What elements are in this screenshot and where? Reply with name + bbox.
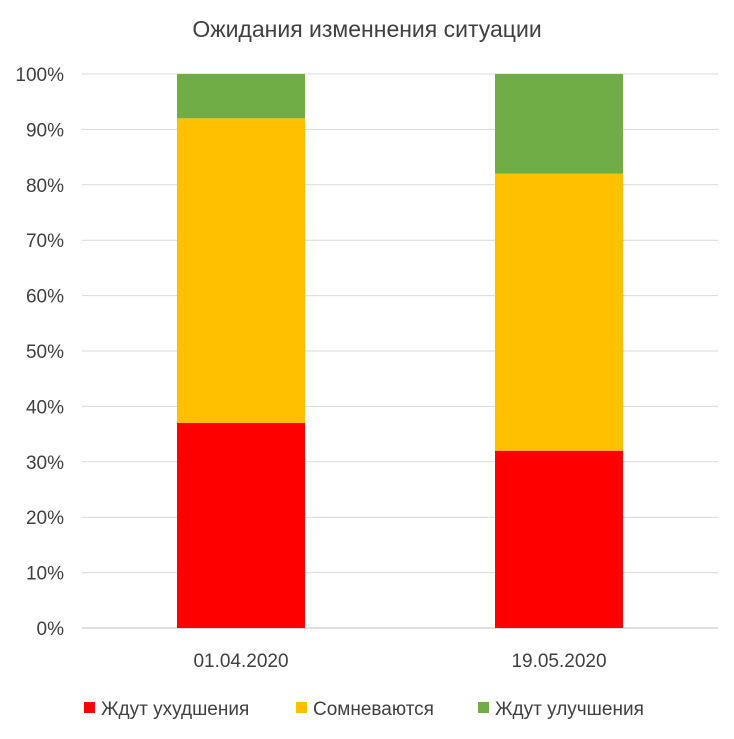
bars (177, 74, 623, 628)
x-tick-label: 19.05.2020 (511, 651, 606, 672)
y-tick-label: 20% (26, 508, 64, 529)
y-tick-label: 10% (26, 564, 64, 585)
bar-segment (177, 118, 305, 424)
legend-label: Сомневаются (313, 699, 434, 720)
y-tick-label: 40% (26, 397, 64, 418)
legend-swatch (478, 702, 489, 713)
legend-label: Ждут улучшения (495, 699, 644, 720)
legend: Ждут ухудшения Сомневаются Ждут улучшения (84, 699, 644, 720)
bar-segment (495, 74, 623, 174)
bar-segment (495, 450, 623, 628)
legend-label: Ждут ухудшения (101, 699, 249, 720)
bar-segment (177, 423, 305, 628)
y-tick-label: 100% (15, 65, 64, 86)
bar-segment (495, 173, 623, 451)
chart-title: Ожидания изменнения ситуации (192, 16, 541, 42)
legend-swatch (84, 702, 95, 713)
y-tick-label: 70% (26, 231, 64, 252)
legend-swatch (296, 702, 307, 713)
x-tick-label: 01.04.2020 (193, 651, 288, 672)
y-tick-label: 50% (26, 342, 64, 363)
y-tick-label: 0% (37, 619, 65, 640)
y-tick-label: 80% (26, 176, 64, 197)
bar-segment (177, 74, 305, 119)
y-tick-label: 90% (26, 120, 64, 141)
y-tick-label: 30% (26, 453, 64, 474)
x-axis: 01.04.2020 19.05.2020 (193, 651, 606, 672)
y-axis: 0% 10% 20% 30% 40% 50% 60% 70% 80% 90% 100% (15, 65, 64, 640)
y-tick-label: 60% (26, 287, 64, 308)
